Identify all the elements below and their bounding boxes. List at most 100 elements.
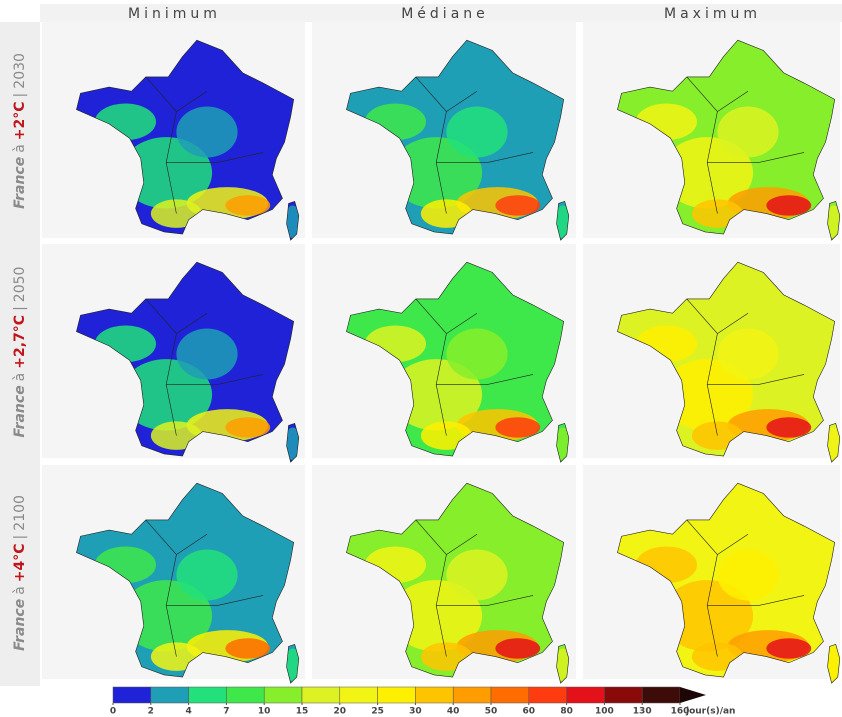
map-outline: [617, 39, 841, 241]
column-header: Maximum: [664, 6, 761, 22]
column-header: Médiane: [401, 6, 489, 22]
colorbar-segment: [452, 686, 492, 704]
colorbar-tick-label: 50: [485, 707, 498, 717]
colorbar-segment: [566, 686, 605, 704]
map-zone: [661, 359, 754, 431]
colorbar-segment: [641, 686, 681, 704]
map-panel: [312, 465, 576, 684]
map-zone: [120, 580, 213, 652]
map-panel: [312, 244, 576, 463]
map-zone: [825, 648, 840, 682]
map-zone: [225, 195, 271, 216]
map-zone: [661, 137, 754, 209]
map-outline: [346, 482, 570, 684]
map-zone: [225, 638, 271, 659]
map-zone: [554, 648, 569, 682]
map-panel: [42, 465, 305, 684]
map-zone: [390, 137, 483, 209]
separator: |: [12, 535, 28, 540]
map-zone: [284, 205, 299, 239]
colorbar-segment: [339, 686, 378, 704]
map-outline: [617, 261, 841, 463]
map-outline: [76, 261, 300, 463]
map-zone: [176, 106, 238, 158]
colorbar-tick-label: 2: [148, 707, 154, 717]
row-label: France à +2,7°C | 2050: [12, 267, 28, 438]
map-panel: [42, 244, 305, 463]
colorbar-tick-label: 10: [258, 707, 271, 717]
map-zone: [120, 137, 213, 209]
preposition: à: [12, 144, 28, 153]
region: France: [12, 385, 28, 437]
map-zone: [390, 359, 483, 431]
map-zone: [766, 638, 812, 659]
colorbar-segment: [604, 686, 643, 704]
map-zone: [825, 427, 840, 461]
colorbar-segment: [528, 686, 567, 704]
colorbar-tick-label: 25: [371, 707, 384, 717]
map-zone: [446, 328, 508, 380]
preposition: à: [12, 373, 28, 382]
horizon: 2050: [12, 267, 28, 303]
colorbar-tick-label: 4: [185, 707, 191, 717]
map-zone: [717, 549, 779, 601]
colorbar-tick-label: 7: [223, 707, 229, 717]
colorbar-tick-label: 60: [523, 707, 536, 717]
warming: +2,7°C: [12, 315, 28, 369]
colorbar-segment: [490, 686, 530, 704]
region: France: [12, 599, 28, 651]
map-zone: [766, 417, 812, 438]
label-band: [0, 22, 40, 686]
map-zone: [717, 106, 779, 158]
map-zone: [120, 359, 213, 431]
map-zone: [495, 638, 541, 659]
map-panel: [42, 22, 305, 241]
colorbar-segment: [263, 686, 303, 704]
column-header: Minimum: [128, 6, 221, 22]
map-zone: [176, 328, 238, 380]
colorbar-segment: [188, 686, 227, 704]
map-outline: [617, 482, 841, 684]
map-zone: [825, 205, 840, 239]
map-zone: [390, 580, 483, 652]
map-zone: [554, 205, 569, 239]
map-zone: [446, 549, 508, 601]
map-zone: [176, 549, 238, 601]
map-zone: [495, 195, 541, 216]
map-outline: [346, 39, 570, 241]
map-outline: [76, 39, 300, 241]
colorbar-tick-label: 40: [447, 707, 460, 717]
colorbar-segment: [226, 686, 265, 704]
map-zone: [554, 427, 569, 461]
separator: |: [12, 306, 28, 311]
row-label: France à +2°C | 2030: [12, 53, 28, 209]
colorbar-unit: jour(s)/an: [685, 707, 735, 717]
colorbar-tick-label: 160: [671, 707, 690, 717]
colorbar-tick-label: 30: [409, 707, 422, 717]
map-outline: [346, 261, 570, 463]
colorbar-segment: [150, 686, 189, 704]
map-panel: [583, 22, 841, 241]
map-zone: [717, 328, 779, 380]
map-outline: [76, 482, 300, 684]
colorbar-tick-label: 15: [296, 707, 309, 717]
warming: +4°C: [12, 543, 28, 582]
horizon: 2100: [12, 495, 28, 531]
preposition: à: [12, 586, 28, 595]
colorbar-tick-label: 130: [633, 707, 652, 717]
map-zone: [766, 195, 812, 216]
colorbar-arrow: [680, 687, 706, 703]
row-label: France à +4°C | 2100: [12, 495, 28, 651]
region: France: [12, 157, 28, 209]
colorbar-tick-label: 20: [334, 707, 347, 717]
map-zone: [284, 648, 299, 682]
map-zone: [225, 417, 271, 438]
map-panel: [583, 465, 841, 684]
colorbar-tick-label: 100: [595, 707, 614, 717]
map-zone: [661, 580, 754, 652]
colorbar-segment: [377, 686, 416, 704]
map-panel: [583, 244, 841, 463]
map-zone: [495, 417, 541, 438]
header-band: [40, 4, 842, 22]
